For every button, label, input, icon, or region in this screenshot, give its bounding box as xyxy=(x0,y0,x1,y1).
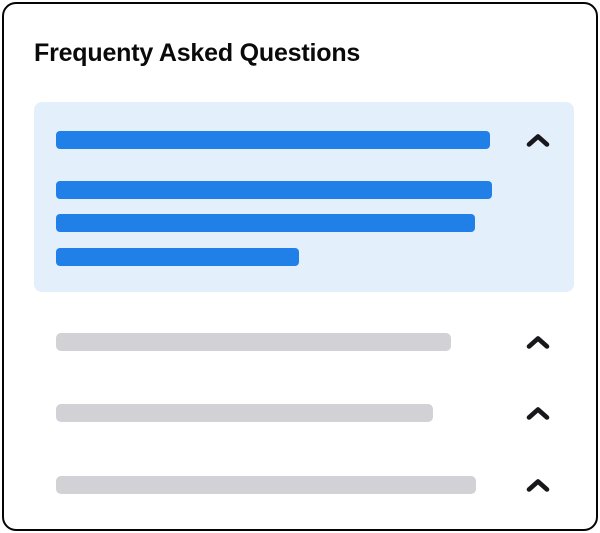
question-skeleton-bar xyxy=(56,404,433,422)
chevron-up-icon[interactable] xyxy=(526,335,550,349)
answer-skeleton-bar xyxy=(56,181,492,199)
question-skeleton-bar xyxy=(56,131,490,149)
faq-item-collapsed[interactable] xyxy=(34,325,574,359)
faq-item-expanded[interactable] xyxy=(34,102,574,292)
chevron-up-icon[interactable] xyxy=(526,133,550,147)
faq-item-collapsed[interactable] xyxy=(34,468,574,502)
question-skeleton-bar xyxy=(56,333,451,351)
answer-skeleton-bar xyxy=(56,248,299,266)
chevron-up-icon[interactable] xyxy=(526,406,550,420)
answer-skeleton-bar xyxy=(56,214,475,232)
question-skeleton-bar xyxy=(56,476,476,494)
faq-item-collapsed[interactable] xyxy=(34,396,574,430)
page-title: Frequenty Asked Questions xyxy=(34,39,361,67)
chevron-up-icon[interactable] xyxy=(526,478,550,492)
